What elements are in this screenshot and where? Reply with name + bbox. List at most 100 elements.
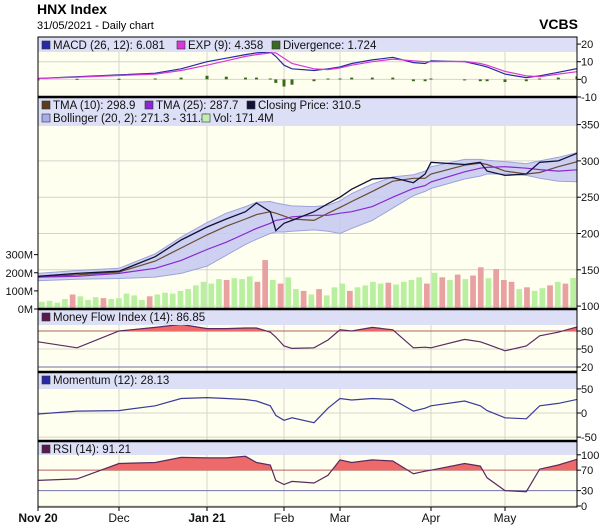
divergence-bar — [429, 78, 433, 80]
volume-bar — [193, 285, 199, 309]
legend-item: Closing Price: 310.5 — [246, 100, 361, 112]
volume-bar — [54, 302, 61, 309]
volume-bar — [400, 281, 407, 309]
volume-bar — [323, 295, 330, 309]
bollinger-band — [38, 152, 577, 282]
volume-bar — [539, 288, 546, 309]
legend-item: TMA (10): 298.9 — [41, 100, 135, 112]
legend-label: Momentum (12): 28.13 — [53, 375, 169, 387]
divergence-bar — [556, 77, 560, 80]
volume-bar — [116, 298, 122, 309]
legend-band — [38, 309, 577, 325]
y-tick-label: 0 — [581, 408, 587, 420]
legend-item: Bollinger (20, 2): 271.3 - 311.4 — [41, 113, 208, 125]
legend-label: RSI (14): 91.21 — [53, 444, 131, 456]
series-line-macd-26-12 — [38, 51, 577, 80]
volume-bar — [485, 278, 492, 309]
series-line-money-flow-index-14 — [38, 323, 577, 352]
volume-bar — [370, 281, 376, 309]
volume-bar — [77, 296, 84, 309]
x-tick-label: Apr — [422, 511, 441, 525]
legend-swatch-icon — [41, 100, 51, 110]
x-tick-label: May — [494, 511, 517, 525]
volume-bar — [223, 280, 230, 309]
volume-bar — [554, 281, 561, 309]
volume-bar — [285, 277, 292, 309]
volume-bar — [262, 260, 268, 309]
volume-bar — [493, 269, 499, 309]
volume-bar — [139, 299, 145, 309]
volume-bar — [270, 280, 276, 309]
y-tick-label: 70 — [581, 465, 593, 477]
volume-tick-label: 200M — [5, 268, 33, 280]
volume-bar — [39, 301, 45, 309]
series-line-tma-10 — [38, 161, 577, 278]
divergence-bar — [268, 78, 272, 80]
divergence-bar — [224, 76, 228, 80]
divergence-bar — [244, 77, 247, 80]
divergence-bar — [274, 79, 278, 83]
volume-bar — [531, 290, 538, 309]
divergence-bar — [282, 79, 286, 87]
divergence-bar — [503, 79, 507, 82]
panel-rsi: 100 70 30 0 RSI (14): 91.21 — [37, 439, 599, 513]
y-tick-label: 200 — [581, 228, 599, 240]
divergence-bar — [350, 77, 354, 80]
volume-bar — [347, 290, 353, 309]
legend-swatch-icon — [41, 312, 51, 322]
series-line-rsi-14 — [38, 455, 577, 493]
chart-title: HNX Index — [37, 1, 107, 17]
volume-bar — [293, 289, 299, 309]
legend-swatch-icon — [41, 375, 51, 385]
volume-bar — [547, 285, 553, 309]
volume-bar — [439, 277, 446, 309]
volume-bar — [447, 280, 453, 309]
divergence-bar — [411, 79, 415, 82]
divergence-bar — [485, 79, 489, 82]
volume-bar — [385, 282, 392, 309]
volume-bar — [377, 283, 384, 309]
y-tick-label: 0 — [581, 501, 587, 513]
y-tick-label: 100 — [581, 450, 599, 462]
volume-bar — [331, 287, 338, 309]
y-tick-label: 150 — [581, 265, 599, 277]
overbought-area — [38, 456, 577, 471]
legend-band — [38, 37, 577, 52]
legend-item: Divergence: 1.724 — [271, 40, 377, 52]
y-tick-label: 100 — [581, 301, 599, 313]
y-tick-label: 20 — [581, 362, 593, 374]
series-line-exp-9 — [38, 52, 577, 80]
legend-item: RSI (14): 91.21 — [41, 444, 131, 456]
legend-swatch-icon — [41, 444, 51, 454]
legend-label: Closing Price: 310.5 — [258, 100, 361, 112]
legend-label: Divergence: 1.724 — [283, 40, 377, 52]
legend-item: Money Flow Index (14): 86.85 — [41, 312, 205, 324]
divergence-bar — [290, 79, 294, 85]
brand-label: VCBS — [539, 16, 578, 32]
divergence-bar — [538, 78, 542, 80]
divergence-bar — [423, 79, 427, 82]
divergence-bar — [391, 77, 395, 80]
volume-bar — [339, 283, 345, 309]
panel-main: 350 300 250 200 150 100 300M 200M 100M 0M TMA (10)… — [5, 95, 599, 316]
plot-content — [38, 455, 577, 493]
volume-bar — [185, 289, 191, 309]
volume-bar — [246, 276, 253, 309]
volume-bar — [239, 279, 245, 309]
y-tick-label: 50 — [581, 384, 593, 396]
y-tick-label: 350 — [581, 120, 599, 132]
legend-item: TMA (25): 287.7 — [144, 100, 238, 112]
volume-bar — [146, 296, 153, 309]
plot-content — [38, 323, 577, 352]
y-tick-label: 250 — [581, 192, 599, 204]
plot-content — [38, 152, 577, 309]
volume-bar — [516, 289, 523, 309]
series-line-closing-price — [38, 152, 577, 277]
x-tick-label: Nov 20 — [18, 511, 58, 525]
panel-mfi: 80 50 20 Money Flow Index (14): 86.85 — [37, 307, 593, 374]
y-tick-label: -50 — [581, 432, 597, 444]
x-tick-label: Jan 21 — [188, 511, 226, 525]
legend-band — [38, 97, 577, 126]
oversold-area — [38, 490, 577, 492]
volume-bar — [169, 293, 176, 309]
